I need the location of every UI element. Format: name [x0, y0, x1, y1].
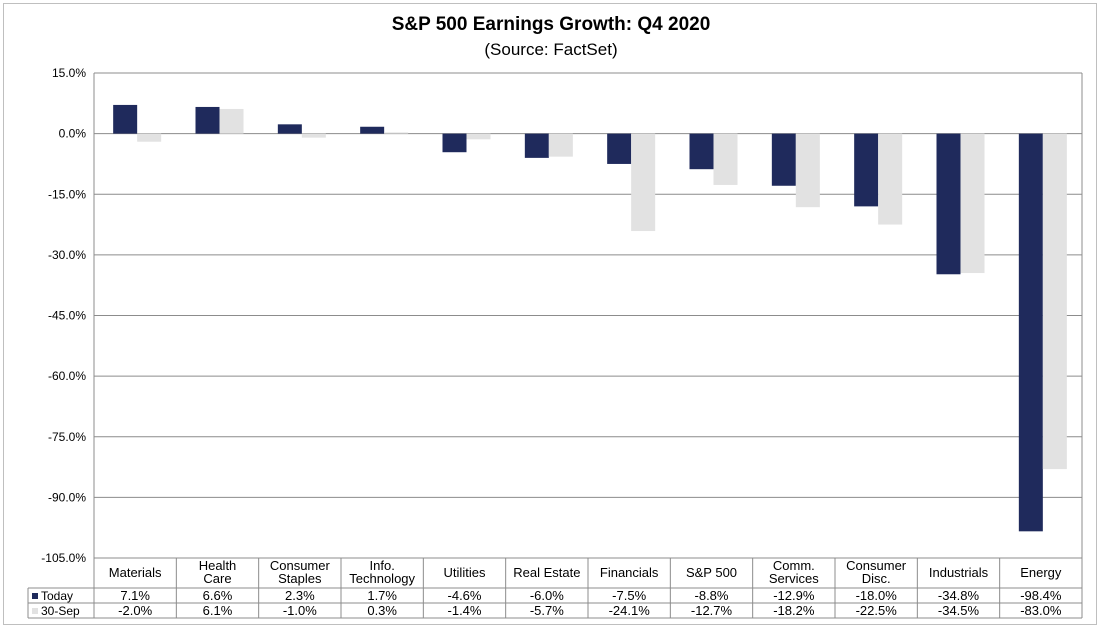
y-axis-ticks: 15.0% 0.0% -15.0% -30.0% -45.0% -60.0% -75.0% -…: [41, 66, 86, 565]
bar-30-sep: [631, 133, 656, 232]
data-label: -22.5%: [856, 603, 898, 618]
data-label: -24.1%: [609, 603, 651, 618]
bar-today: [1018, 133, 1043, 532]
bar-today: [936, 133, 961, 275]
data-label: 6.1%: [203, 603, 233, 618]
bar-30-sep: [219, 108, 244, 134]
bar-today: [360, 126, 385, 134]
data-label: -34.8%: [938, 588, 980, 603]
bar-30-sep: [1042, 133, 1067, 470]
data-label: -2.0%: [118, 603, 152, 618]
data-label: -1.0%: [283, 603, 317, 618]
y-tick-label: -45.0%: [48, 309, 86, 323]
bar-today: [113, 104, 138, 134]
category-label: S&P 500: [686, 565, 737, 580]
category-label: Care: [203, 571, 231, 586]
y-tick-label: -75.0%: [48, 430, 86, 444]
data-label: 1.7%: [367, 588, 397, 603]
bar-today: [442, 133, 467, 153]
category-label: Staples: [278, 571, 322, 586]
data-label: -83.0%: [1020, 603, 1062, 618]
category-label: Energy: [1020, 565, 1062, 580]
chart-subtitle: (Source: FactSet): [484, 40, 617, 59]
data-label: -8.8%: [695, 588, 729, 603]
data-label: -1.4%: [448, 603, 482, 618]
category-label: Technology: [349, 571, 415, 586]
bar-30-sep: [878, 133, 903, 225]
bar-today: [607, 133, 632, 164]
data-label: 0.3%: [367, 603, 397, 618]
data-label: -34.5%: [938, 603, 980, 618]
category-label: Industrials: [929, 565, 989, 580]
bar-30-sep: [548, 133, 573, 157]
bar-today: [277, 124, 302, 134]
chart-frame: [3, 3, 1097, 625]
legend-swatch: [32, 608, 38, 614]
data-label: 2.3%: [285, 588, 315, 603]
category-label: Utilities: [444, 565, 486, 580]
data-label: -98.4%: [1020, 588, 1062, 603]
bar-30-sep: [384, 132, 409, 134]
data-label: -7.5%: [612, 588, 646, 603]
gridlines: [93, 72, 1083, 559]
data-table: Materials HealthCareConsumerStaplesInfo.T…: [27, 557, 1083, 619]
y-tick-label: -105.0%: [41, 551, 86, 565]
y-tick-label: -30.0%: [48, 248, 86, 262]
data-label: -18.2%: [773, 603, 815, 618]
bars: [113, 104, 1067, 532]
category-label: Health: [199, 558, 237, 573]
bar-today: [195, 106, 220, 134]
y-tick-label: -90.0%: [48, 490, 86, 504]
category-label: Comm.: [773, 558, 815, 573]
bar-30-sep: [795, 133, 820, 208]
data-label: 7.1%: [120, 588, 150, 603]
category-label: Services: [769, 571, 819, 586]
legend-label: Today: [41, 589, 73, 603]
category-label: Materials: [109, 565, 162, 580]
bar-30-sep: [301, 133, 326, 138]
category-label: Financials: [600, 565, 659, 580]
legend-label: 30-Sep: [41, 604, 80, 618]
data-label: -5.7%: [530, 603, 564, 618]
bar-today: [524, 133, 549, 158]
category-label: Consumer: [270, 558, 331, 573]
data-label: -4.6%: [448, 588, 482, 603]
bar-30-sep: [137, 133, 162, 142]
data-label: 6.6%: [203, 588, 233, 603]
category-label: Disc.: [862, 571, 891, 586]
bar-30-sep: [960, 133, 985, 274]
bar-today: [689, 133, 714, 170]
legend-swatch: [32, 593, 38, 599]
category-label: Info.: [370, 558, 395, 573]
category-label: Real Estate: [513, 565, 580, 580]
chart-title: S&P 500 Earnings Growth: Q4 2020: [392, 14, 711, 35]
bar-30-sep: [713, 133, 738, 185]
bar-today: [854, 133, 879, 207]
data-label: -12.9%: [773, 588, 815, 603]
data-label: -18.0%: [856, 588, 898, 603]
y-tick-label: -15.0%: [48, 187, 86, 201]
y-tick-label: 15.0%: [52, 66, 86, 80]
bar-30-sep: [466, 133, 491, 140]
bar-today: [771, 133, 796, 186]
data-label: -12.7%: [691, 603, 733, 618]
category-label: Consumer: [846, 558, 907, 573]
y-tick-label: 0.0%: [59, 127, 87, 141]
y-tick-label: -60.0%: [48, 369, 86, 383]
data-label: -6.0%: [530, 588, 564, 603]
